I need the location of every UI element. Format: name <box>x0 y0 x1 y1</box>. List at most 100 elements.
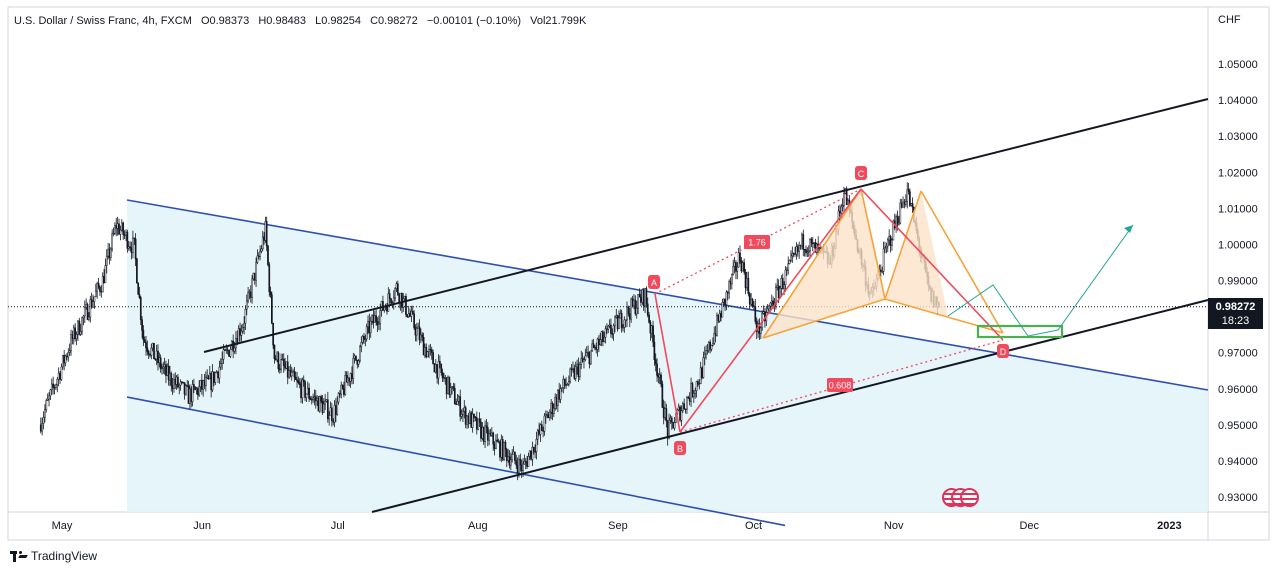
candle-body <box>644 288 646 307</box>
candle-body <box>665 408 668 422</box>
candle-body <box>158 357 161 364</box>
candle-body <box>907 189 910 192</box>
candle-body <box>706 350 709 352</box>
candle-body <box>413 313 415 328</box>
candle-body <box>422 336 425 356</box>
harmonic-pattern: A B C D 1.76 0.608 <box>648 166 1134 455</box>
harmonic-red-leg <box>860 188 1004 341</box>
brand-name: TradingView <box>31 549 98 563</box>
candle-body <box>799 244 802 247</box>
candle-body <box>146 347 149 352</box>
candle-body <box>333 405 336 423</box>
candle-body <box>260 248 263 252</box>
candle-body <box>623 319 626 328</box>
us-flag-icon[interactable] <box>960 488 979 507</box>
candle-body <box>89 299 92 318</box>
candle-body <box>100 291 103 293</box>
candle-body <box>304 381 306 398</box>
candle-body <box>468 412 471 424</box>
candle-body <box>903 201 906 205</box>
candle-body <box>496 439 499 443</box>
candle-body <box>735 262 737 272</box>
time-tick-label: Jun <box>193 520 211 532</box>
candle-body <box>410 310 413 317</box>
candle-body <box>504 441 507 450</box>
candle-body <box>481 426 484 439</box>
candle-body <box>540 424 543 431</box>
candle-body <box>57 372 60 380</box>
candle-body <box>162 366 165 369</box>
candle-body <box>191 384 194 402</box>
candle-body <box>241 327 244 332</box>
candle-body <box>646 303 649 316</box>
candle-body <box>232 340 235 352</box>
tradingview-brand[interactable]: TradingView <box>10 549 97 563</box>
candle-body <box>301 379 304 399</box>
candle-body <box>699 367 702 384</box>
candle-body <box>127 246 130 249</box>
candle-body <box>360 342 363 348</box>
candle-body <box>322 403 325 413</box>
candle-body <box>886 239 889 247</box>
candle-body <box>64 355 67 364</box>
candle-body <box>673 422 676 429</box>
candle-body <box>415 327 418 336</box>
candle-body <box>701 367 703 378</box>
candle-body <box>340 384 343 395</box>
candle-body <box>509 459 512 466</box>
candle-body <box>99 286 101 292</box>
candle-body <box>243 322 245 328</box>
candle-body <box>39 424 42 432</box>
candle-body <box>589 350 592 365</box>
candle-body <box>222 349 225 360</box>
candle-body <box>902 201 904 208</box>
candle-body <box>421 334 424 338</box>
candle-body <box>208 373 211 380</box>
harmonic-orange-leg <box>860 188 886 300</box>
candle-body <box>747 278 750 294</box>
candle-body <box>777 285 780 298</box>
candle-body <box>153 343 155 360</box>
harmonic-orange-leg <box>762 188 862 339</box>
candle-body <box>448 376 451 395</box>
candle-body <box>587 351 589 354</box>
harmonic-orange-leg <box>884 190 922 300</box>
candle-body <box>485 425 488 428</box>
last-price-value: 0.98272 <box>1215 301 1256 313</box>
candle-body <box>514 451 516 461</box>
candle-body <box>375 315 377 322</box>
candle-body <box>433 363 436 373</box>
candle-body <box>748 293 751 305</box>
candle-body <box>108 248 111 258</box>
candle-body <box>746 278 748 288</box>
candle-body <box>631 298 634 307</box>
candle-body <box>372 315 375 323</box>
candle-body <box>45 400 48 410</box>
candle-body <box>705 350 707 355</box>
time-tick-label: Nov <box>884 520 904 532</box>
candle-body <box>247 292 249 302</box>
price-tick-label: 0.95000 <box>1218 420 1258 432</box>
economic-events[interactable] <box>942 488 982 508</box>
candle-body <box>721 302 724 318</box>
candle-body <box>784 269 787 286</box>
candle-body <box>896 216 899 225</box>
candle-body <box>163 364 166 368</box>
candle-body <box>186 385 189 387</box>
price-tick-label: 1.00000 <box>1218 239 1258 251</box>
candle-body <box>726 291 729 294</box>
candle-body <box>368 320 371 333</box>
candle-body <box>388 293 391 300</box>
candle-body <box>376 321 379 326</box>
candle-body <box>724 298 726 305</box>
symbol-title: U.S. Dollar / Swiss Franc, 4h, FXCM <box>14 15 192 27</box>
candle-body <box>607 325 610 330</box>
candle-body <box>317 397 320 412</box>
candle-body <box>677 406 680 411</box>
candle-body <box>337 393 340 403</box>
candle-body <box>731 273 733 285</box>
time-tick-label: Oct <box>745 520 762 532</box>
candle-body <box>688 397 691 402</box>
candle-body <box>269 291 272 295</box>
candle-body <box>884 247 886 250</box>
